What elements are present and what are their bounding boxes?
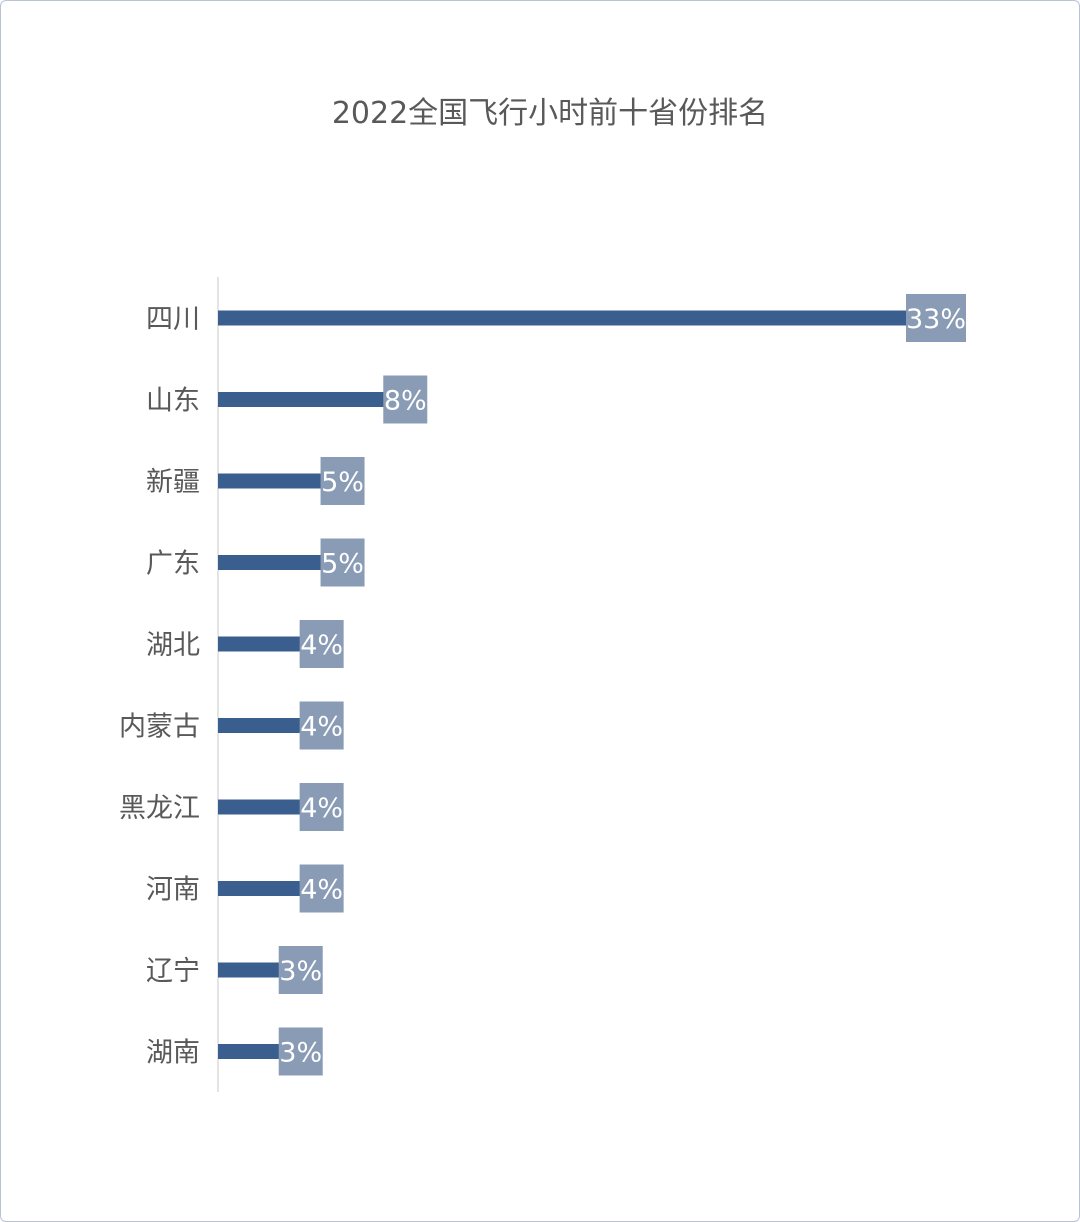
bar (218, 555, 323, 570)
data-label: 4% (300, 875, 343, 906)
category-label: 河南 (146, 875, 200, 906)
category-label: 湖南 (146, 1038, 200, 1069)
bar (218, 1044, 281, 1059)
category-label: 黑龙江 (119, 793, 200, 824)
bar (218, 636, 302, 652)
category-label: 四川 (146, 304, 200, 335)
data-label: 3% (279, 956, 322, 987)
bar (218, 881, 302, 896)
bars-layer: 四川 33% 山东 8% 新疆 5% 广东 5% 湖北 4% 内蒙古 4% 黑龙江 4% 河南 4% 辽宁 3% 湖… (119, 294, 966, 1076)
bar (218, 392, 386, 407)
data-label: 3% (279, 1038, 322, 1069)
data-label-box (278, 946, 323, 994)
bar (218, 962, 281, 978)
data-label: 4% (300, 630, 343, 661)
data-label-box (299, 864, 344, 913)
data-label-box (320, 457, 365, 505)
data-label-box (383, 375, 428, 424)
category-label: 湖北 (146, 630, 200, 661)
data-label-box (299, 620, 344, 668)
data-label: 8% (384, 386, 427, 417)
bar (218, 473, 323, 489)
data-label: 5% (321, 467, 364, 498)
data-label: 33% (906, 304, 966, 335)
data-label-box (278, 1027, 323, 1076)
data-label-box (320, 538, 365, 587)
data-label-box (299, 701, 344, 750)
data-label: 4% (300, 712, 343, 743)
bar (218, 799, 302, 815)
category-label: 内蒙古 (119, 712, 200, 743)
data-label-box (299, 783, 344, 831)
data-label-box (906, 294, 966, 342)
data-label: 4% (300, 793, 343, 824)
chart-title: 2022全国飞行小时前十省份排名 (331, 96, 769, 131)
category-label: 新疆 (146, 467, 200, 498)
category-label: 辽宁 (146, 956, 200, 987)
bar (218, 718, 302, 733)
category-label: 广东 (146, 549, 200, 580)
category-label: 山东 (146, 386, 200, 417)
data-label: 5% (321, 549, 364, 580)
bar (218, 310, 908, 326)
